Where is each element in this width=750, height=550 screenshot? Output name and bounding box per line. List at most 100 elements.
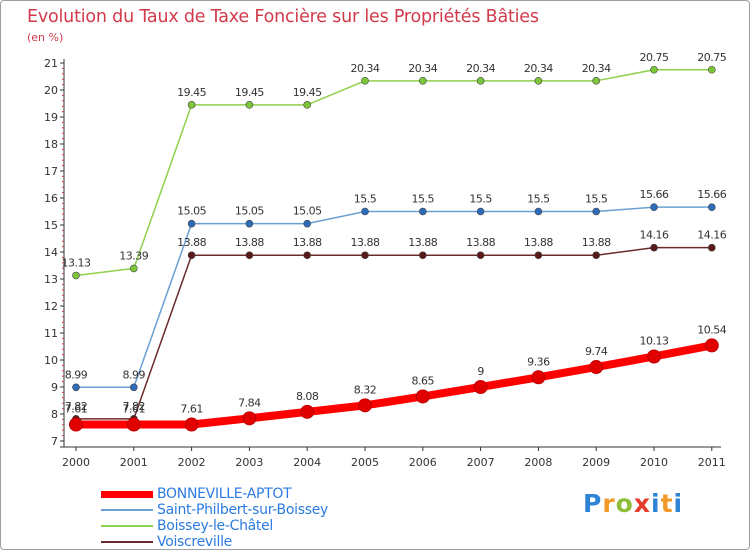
data-label: 19.45 <box>177 86 206 99</box>
data-point <box>418 207 427 216</box>
data-label: 19.45 <box>293 86 322 99</box>
x-tick-label: 2009 <box>582 456 610 469</box>
series-line <box>75 246 713 420</box>
data-point <box>72 271 80 280</box>
data-point <box>531 370 546 385</box>
y-tick-label: 9 <box>51 381 58 394</box>
data-label: 20.34 <box>466 62 495 75</box>
data-point <box>130 264 138 273</box>
logo-letter: i <box>651 489 661 518</box>
y-tick-label: 17 <box>44 165 58 178</box>
data-point <box>184 417 199 432</box>
legend-item: Voiscreville <box>101 534 328 550</box>
y-tick-label: 18 <box>44 138 58 151</box>
legend-swatch <box>101 509 153 511</box>
data-point <box>72 383 80 392</box>
legend-item: BONNEVILLE-APTOT <box>101 486 328 502</box>
y-tick-label: 15 <box>44 219 58 232</box>
data-label: 15.05 <box>293 205 322 218</box>
data-label: 20.75 <box>697 51 726 64</box>
x-tick-label: 2008 <box>524 456 552 469</box>
data-label: 14.16 <box>697 229 726 242</box>
logo-letter: t <box>660 489 674 518</box>
data-label: 10.54 <box>697 323 726 336</box>
data-label: 13.39 <box>119 249 148 262</box>
data-point <box>126 417 141 432</box>
data-point <box>418 77 427 85</box>
data-point <box>534 251 543 260</box>
series-line <box>75 69 713 277</box>
data-point <box>69 417 83 432</box>
data-point <box>647 349 661 364</box>
data-label: 15.66 <box>697 188 726 201</box>
y-tick-label: 20 <box>44 84 58 97</box>
data-label: 7.61 <box>180 403 203 416</box>
logo-letter: r <box>602 489 616 518</box>
data-label: 13.88 <box>177 236 206 249</box>
data-label: 13.88 <box>582 236 611 249</box>
legend-label: BONNEVILLE-APTOT <box>157 486 292 502</box>
x-tick-label: 2007 <box>467 456 495 469</box>
data-label: 7.61 <box>123 403 146 416</box>
series-line <box>75 206 713 389</box>
data-point <box>534 77 543 85</box>
data-point <box>476 77 485 85</box>
data-point <box>187 101 196 109</box>
data-point <box>476 251 485 260</box>
data-label: 15.5 <box>527 193 550 206</box>
data-label: 14.16 <box>640 229 669 242</box>
data-label: 8.08 <box>296 390 319 403</box>
logo-letter: i <box>673 489 684 518</box>
data-point <box>245 101 254 109</box>
y-axis-unit: (en %) <box>27 31 64 44</box>
data-point <box>303 101 312 109</box>
legend-label: Voiscreville <box>157 534 232 550</box>
data-point <box>358 398 372 413</box>
chart-title: Evolution du Taux de Taxe Foncière sur l… <box>27 7 539 27</box>
data-label: 15.05 <box>177 205 206 218</box>
proxiti-logo: Proxiti <box>583 489 683 518</box>
data-label: 19.45 <box>235 86 264 99</box>
x-tick-label: 2005 <box>351 456 379 469</box>
data-label: 13.88 <box>466 236 495 249</box>
data-label: 20.34 <box>408 62 437 75</box>
data-label: 15.5 <box>469 193 492 206</box>
legend-swatch <box>101 541 153 543</box>
data-point <box>650 65 658 74</box>
data-point <box>589 360 604 375</box>
data-label: 9 <box>477 365 484 378</box>
legend: BONNEVILLE-APTOT Saint-Philbert-sur-Boiss… <box>101 486 328 550</box>
data-label: 7.61 <box>65 403 88 416</box>
data-label: 13.88 <box>293 236 322 249</box>
y-tick-label: 7 <box>51 435 58 448</box>
data-point <box>707 243 716 252</box>
data-label: 8.65 <box>412 374 435 387</box>
data-point <box>707 65 716 74</box>
data-point <box>361 207 369 216</box>
x-tick-label: 2000 <box>62 456 90 469</box>
data-point <box>187 219 196 228</box>
data-point <box>130 383 138 392</box>
x-tick-label: 2011 <box>698 456 726 469</box>
data-label: 8.32 <box>354 383 377 396</box>
data-point <box>650 243 658 252</box>
data-label: 15.5 <box>412 193 435 206</box>
data-point <box>704 338 719 353</box>
y-tick-label: 16 <box>44 192 58 205</box>
data-label: 13.88 <box>524 236 553 249</box>
data-label: 15.5 <box>354 193 377 206</box>
data-point <box>418 251 427 260</box>
x-tick-label: 2002 <box>178 456 206 469</box>
y-tick-label: 8 <box>51 408 58 421</box>
data-label: 13.88 <box>235 236 264 249</box>
data-label: 13.88 <box>408 236 437 249</box>
legend-item: Saint-Philbert-sur-Boissey <box>101 502 328 518</box>
x-tick-label: 2001 <box>120 456 148 469</box>
data-label: 20.34 <box>582 62 611 75</box>
data-label: 15.5 <box>585 193 608 206</box>
legend-swatch <box>101 525 153 527</box>
data-point <box>473 380 488 394</box>
data-label: 13.88 <box>351 236 380 249</box>
y-tick-label: 10 <box>44 354 58 367</box>
